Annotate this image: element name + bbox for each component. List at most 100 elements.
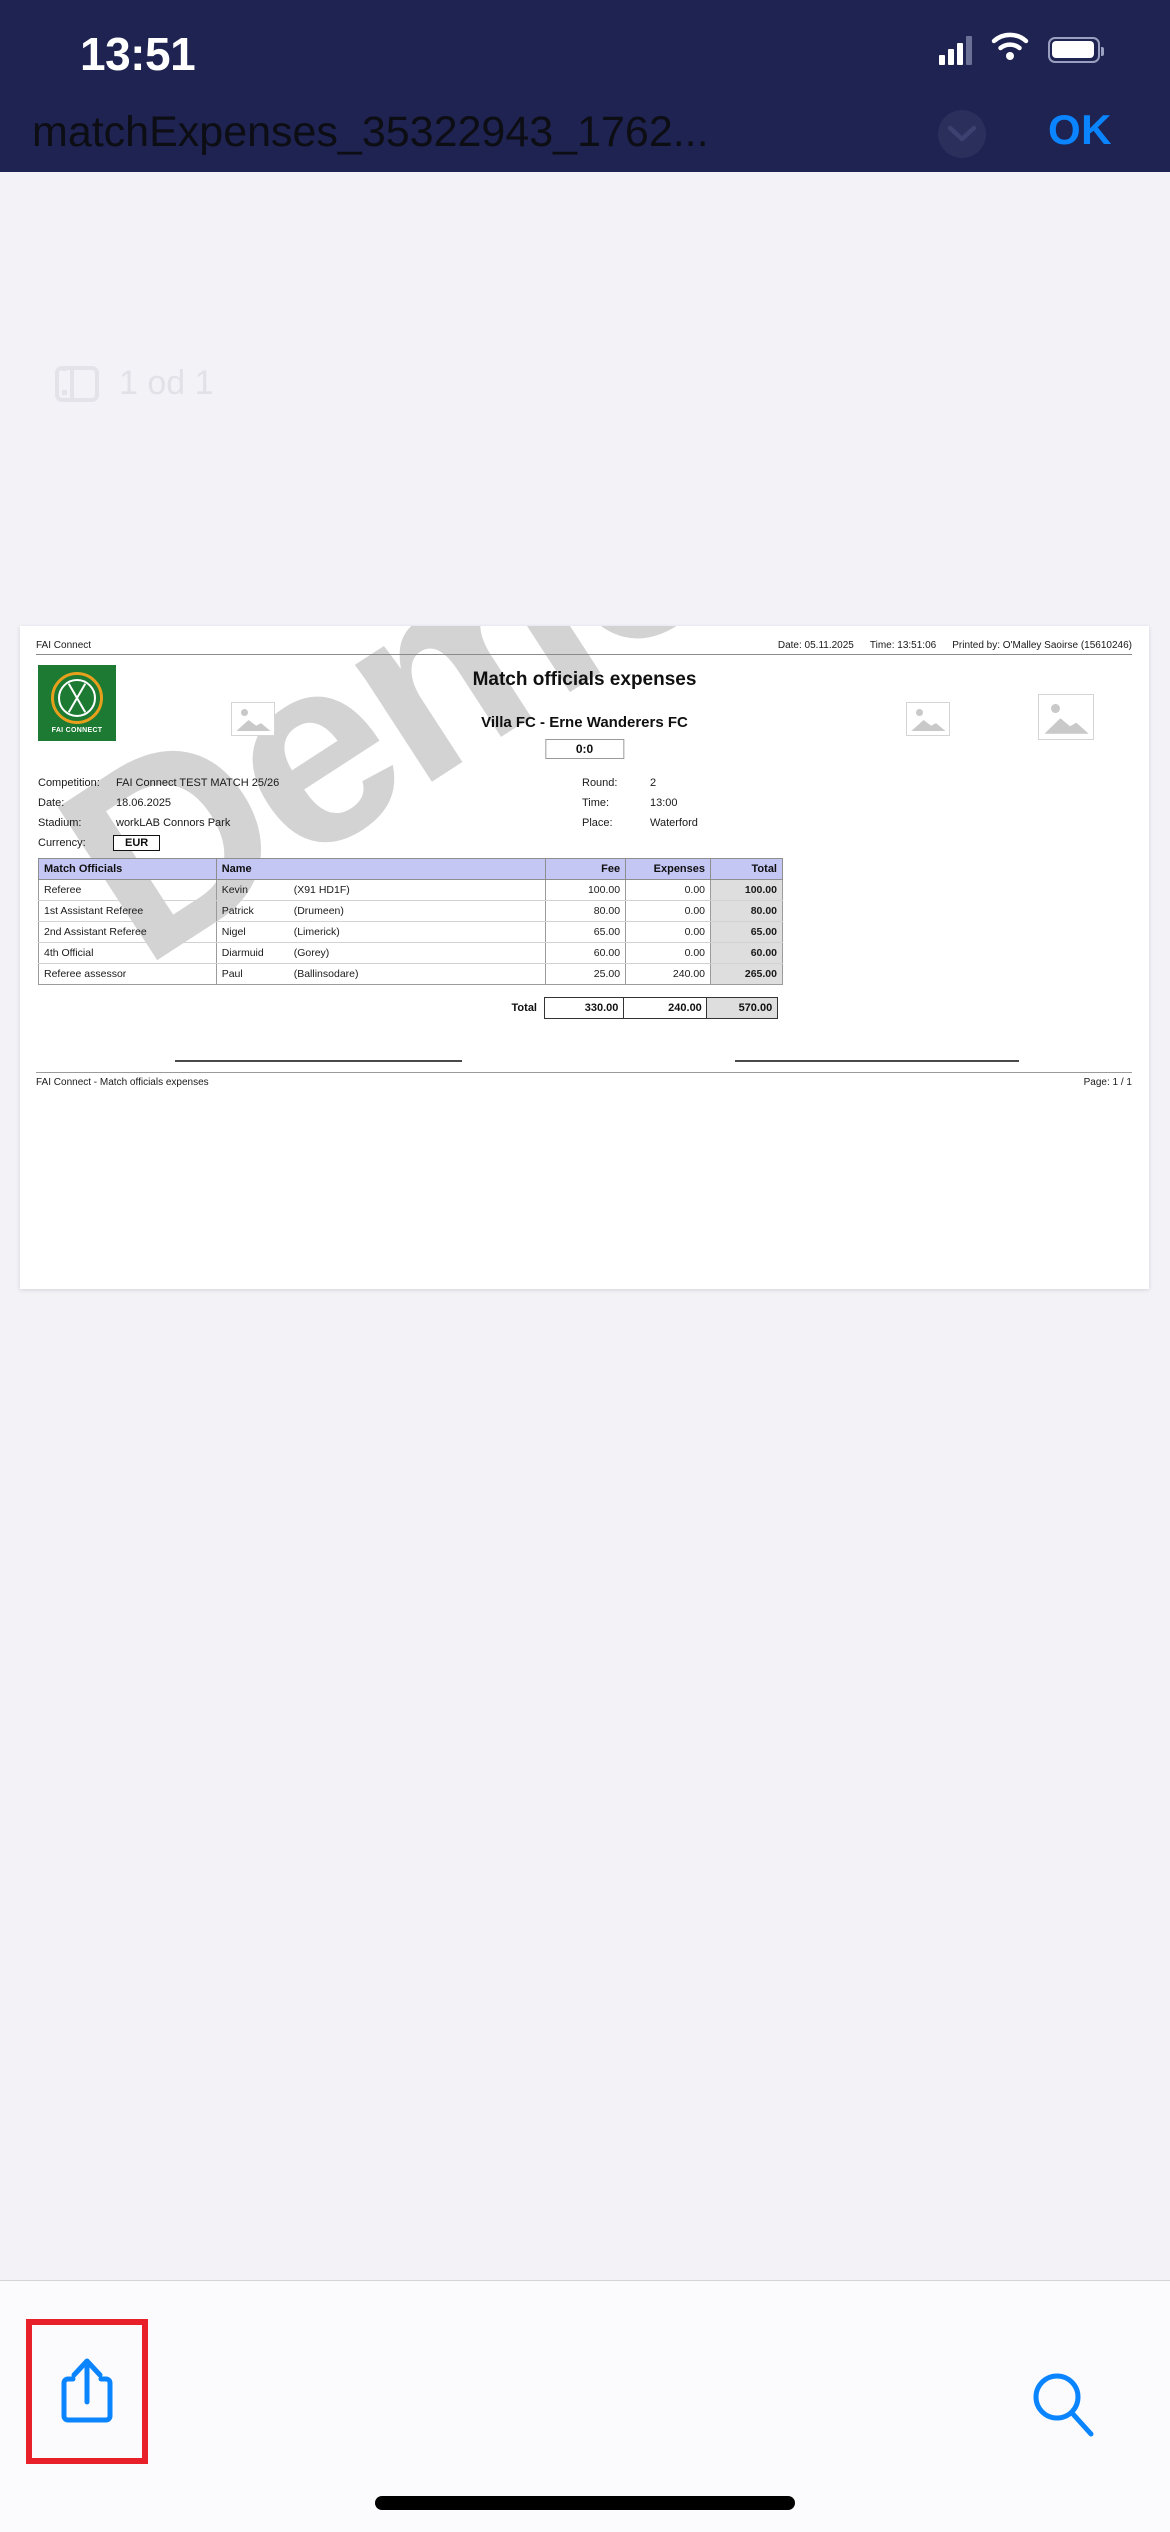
cell-total: 80.00 <box>710 900 783 922</box>
status-bar-clock: 13:51 <box>80 28 196 80</box>
date-label: Date: <box>38 797 65 809</box>
cell-total: 100.00 <box>710 879 783 901</box>
cell-name-first: Kevin <box>221 884 248 896</box>
cell-fee: 100.00 <box>545 879 627 901</box>
time-label: Time: <box>582 797 610 809</box>
match-score: 0:0 <box>544 739 625 759</box>
stadium-value: workLAB Connors Park <box>116 817 231 829</box>
fai-connect-logo: FAI CONNECT <box>38 665 116 741</box>
bottom-toolbar <box>0 2280 1170 2532</box>
cell-name-first: Diarmuid <box>221 947 264 959</box>
signature-line-right <box>735 1060 1019 1063</box>
cellular-signal-icon <box>939 35 972 65</box>
totals-label: Total <box>511 1002 537 1014</box>
signature-line-left <box>175 1060 462 1063</box>
cell-name: Kevin (X91 HD1F) <box>215 879 547 901</box>
cell-role: Referee <box>38 879 217 901</box>
totals-expenses: 240.00 <box>622 997 708 1019</box>
battery-icon <box>1048 36 1104 63</box>
pdf-page[interactable]: Demo FAI Connect Date: 05.11.2025 Time: … <box>20 626 1149 1289</box>
page-indicator[interactable]: 1 od 1 <box>55 364 214 403</box>
cell-fee: 65.00 <box>545 921 627 943</box>
currency-value: EUR <box>113 835 161 851</box>
table-row: 4th Official Diarmuid (Gorey) 60.00 0.00 … <box>38 942 783 964</box>
placeholder-image-icon-right-large <box>1038 694 1094 740</box>
navigation-bar: matchExpenses_35322943_1762... OK <box>0 94 1170 172</box>
cell-total: 65.00 <box>710 921 783 943</box>
wifi-icon <box>990 32 1030 67</box>
cell-expenses: 0.00 <box>625 921 712 943</box>
competition-label: Competition: <box>38 777 100 789</box>
document-footer-page: Page: 1 / 1 <box>1083 1077 1132 1088</box>
document-header-printed-by: Printed by: O'Malley Saoirse (15610246) <box>952 640 1132 651</box>
table-header-row: Match Officials Name Fee Expenses Total <box>38 858 783 880</box>
chevron-down-icon[interactable] <box>938 110 986 158</box>
cell-name-first: Patrick <box>221 905 254 917</box>
cell-expenses: 0.00 <box>625 900 712 922</box>
cell-role: 2nd Assistant Referee <box>38 921 217 943</box>
search-icon[interactable] <box>1028 2369 1100 2448</box>
document-title: matchExpenses_35322943_1762... <box>32 108 709 156</box>
fai-connect-logo-text: FAI CONNECT <box>51 727 103 734</box>
col-name: Name <box>215 858 547 880</box>
document-footer: FAI Connect - Match officials expenses P… <box>36 1072 1132 1088</box>
document-header-date: Date: 05.11.2025 <box>777 640 854 651</box>
cell-role: Referee assessor <box>38 963 217 985</box>
date-value: 18.06.2025 <box>116 797 172 809</box>
cell-name-place: (Limerick) <box>293 926 340 938</box>
ok-button[interactable]: OK <box>1048 106 1112 153</box>
share-icon[interactable] <box>32 2325 142 2458</box>
table-row: 1st Assistant Referee Patrick (Drumeen) 8… <box>38 900 783 922</box>
place-value: Waterford <box>650 817 698 829</box>
detail-row: Stadium: workLAB Connors Park Place: Wat… <box>38 813 1134 833</box>
table-row: Referee Kevin (X91 HD1F) 100.00 0.00 100.… <box>38 879 783 901</box>
cell-role: 4th Official <box>38 942 217 964</box>
round-label: Round: <box>582 777 618 789</box>
detail-row: Competition: FAI Connect TEST MATCH 25/2… <box>38 773 1134 793</box>
totals-fee: 330.00 <box>544 997 625 1019</box>
cell-name: Nigel (Limerick) <box>215 921 547 943</box>
col-expenses: Expenses <box>625 858 712 880</box>
placeholder-image-icon-left <box>231 702 275 736</box>
document-header-source: FAI Connect <box>36 640 92 651</box>
time-value: 13:00 <box>650 797 678 809</box>
col-match-officials: Match Officials <box>38 858 217 880</box>
cell-name-place: (Gorey) <box>293 947 330 959</box>
cell-expenses: 0.00 <box>625 879 712 901</box>
col-total: Total <box>710 858 783 880</box>
report-title: Match officials expenses <box>472 669 697 690</box>
table-row: 2nd Assistant Referee Nigel (Limerick) 65… <box>38 921 783 943</box>
officials-expenses-table: Match Officials Name Fee Expenses Total … <box>38 858 783 985</box>
page-indicator-label: 1 od 1 <box>119 364 214 402</box>
table-totals-row: Total 330.00 240.00 570.00 <box>38 997 783 1019</box>
document-footer-left: FAI Connect - Match officials expenses <box>36 1077 209 1088</box>
cell-name-place: (Drumeen) <box>293 905 344 917</box>
cell-total: 60.00 <box>710 942 783 964</box>
cell-name-first: Nigel <box>221 926 246 938</box>
currency-label: Currency: <box>38 837 86 849</box>
table-row: Referee assessor Paul (Ballinsodare) 25.0… <box>38 963 783 985</box>
cell-fee: 60.00 <box>545 942 627 964</box>
cell-name-first: Paul <box>221 968 243 980</box>
match-teams: Villa FC - Erne Wanderers FC <box>481 714 688 731</box>
status-bar-indicators <box>939 32 1104 67</box>
document-header-time: Time: 13:51:06 <box>869 640 937 651</box>
cell-name: Patrick (Drumeen) <box>215 900 547 922</box>
cell-fee: 25.00 <box>545 963 627 985</box>
round-value: 2 <box>650 777 657 789</box>
match-details: Competition: FAI Connect TEST MATCH 25/2… <box>38 773 1134 853</box>
competition-value: FAI Connect TEST MATCH 25/26 <box>116 777 280 789</box>
place-label: Place: <box>582 817 613 829</box>
cell-total: 265.00 <box>710 963 783 985</box>
col-fee: Fee <box>545 858 627 880</box>
cell-name-place: (X91 HD1F) <box>293 884 350 896</box>
pdf-scroll-area[interactable]: 1 od 1 Demo FAI Connect Date: 05.11.2025… <box>0 172 1170 2272</box>
thumbnail-sidebar-icon[interactable] <box>55 365 99 402</box>
cell-role: 1st Assistant Referee <box>38 900 217 922</box>
detail-row: Currency: EUR <box>38 833 1134 853</box>
cell-name: Paul (Ballinsodare) <box>215 963 547 985</box>
stadium-label: Stadium: <box>38 817 82 829</box>
cell-name-place: (Ballinsodare) <box>293 968 359 980</box>
cell-expenses: 240.00 <box>625 963 712 985</box>
